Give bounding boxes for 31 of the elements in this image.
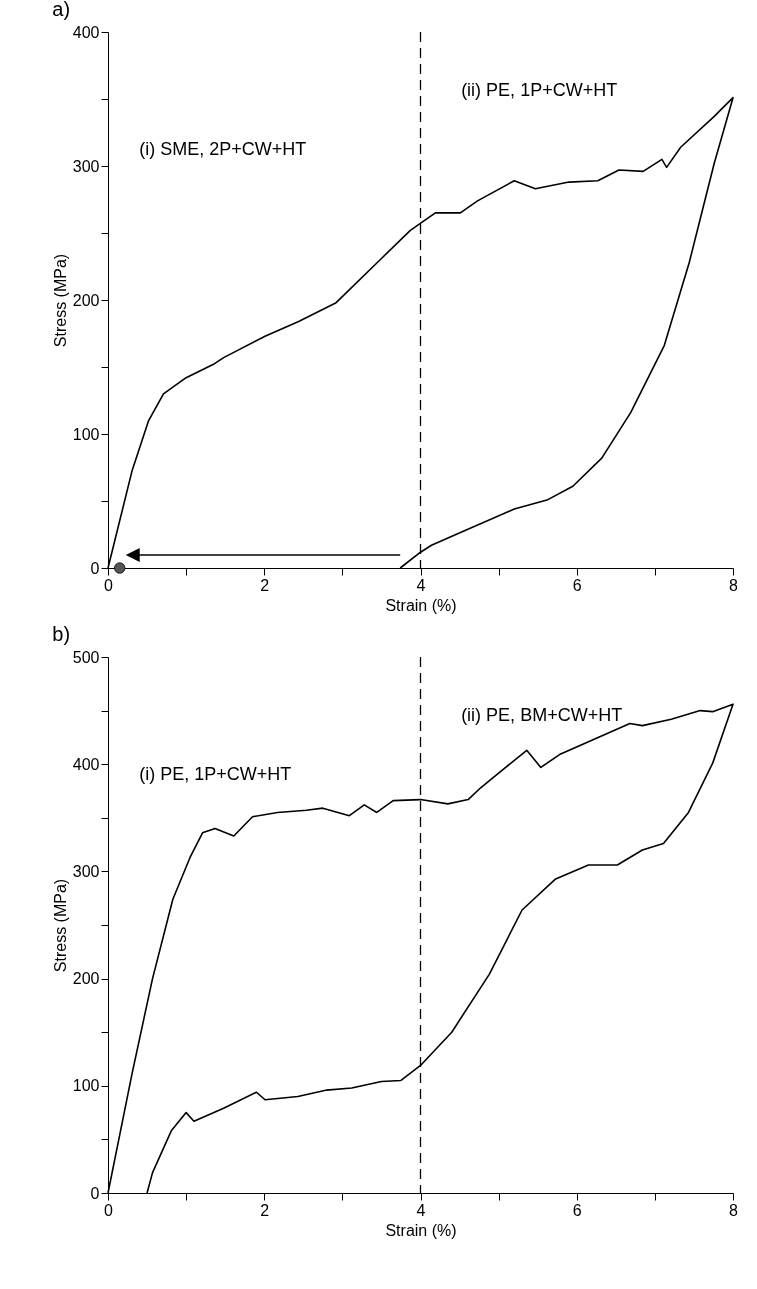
y-tick-label: 100 (72, 1077, 100, 1095)
y-tick-label: 300 (72, 157, 100, 175)
x-tick-label: 8 (729, 1201, 739, 1219)
x-tick-label: 2 (260, 576, 270, 594)
y-axis-title: Stress (MPa) (51, 878, 69, 973)
annotation: (ii) PE, BM+CW+HT (461, 704, 623, 725)
y-tick-label: 500 (72, 648, 100, 666)
x-tick-label: 2 (260, 1201, 270, 1219)
x-axis-title: Strain (%) (385, 596, 457, 614)
x-tick-label: 4 (416, 576, 426, 594)
y-tick-label: 400 (72, 23, 100, 41)
annotation: (i) SME, 2P+CW+HT (139, 138, 307, 159)
annotation: (ii) PE, 1P+CW+HT (461, 79, 618, 100)
chart-title: a) (52, 0, 71, 20)
x-tick-label: 0 (104, 576, 114, 594)
annotation: (i) PE, 1P+CW+HT (139, 763, 292, 784)
y-tick-label: 0 (90, 559, 100, 577)
y-tick-label: 200 (72, 291, 100, 309)
y-tick-label: 300 (72, 862, 100, 880)
x-tick-label: 4 (416, 1201, 426, 1219)
x-axis-title: Strain (%) (385, 1221, 457, 1239)
x-tick-label: 6 (572, 1201, 582, 1219)
chart-title: b) (52, 623, 71, 645)
y-tick-label: 400 (72, 755, 100, 773)
y-axis-title: Stress (MPa) (51, 253, 69, 348)
y-tick-label: 0 (90, 1184, 100, 1202)
x-tick-label: 6 (572, 576, 582, 594)
y-tick-label: 100 (72, 425, 100, 443)
x-tick-label: 8 (729, 576, 739, 594)
y-tick-label: 200 (72, 970, 100, 988)
x-tick-label: 0 (104, 1201, 114, 1219)
